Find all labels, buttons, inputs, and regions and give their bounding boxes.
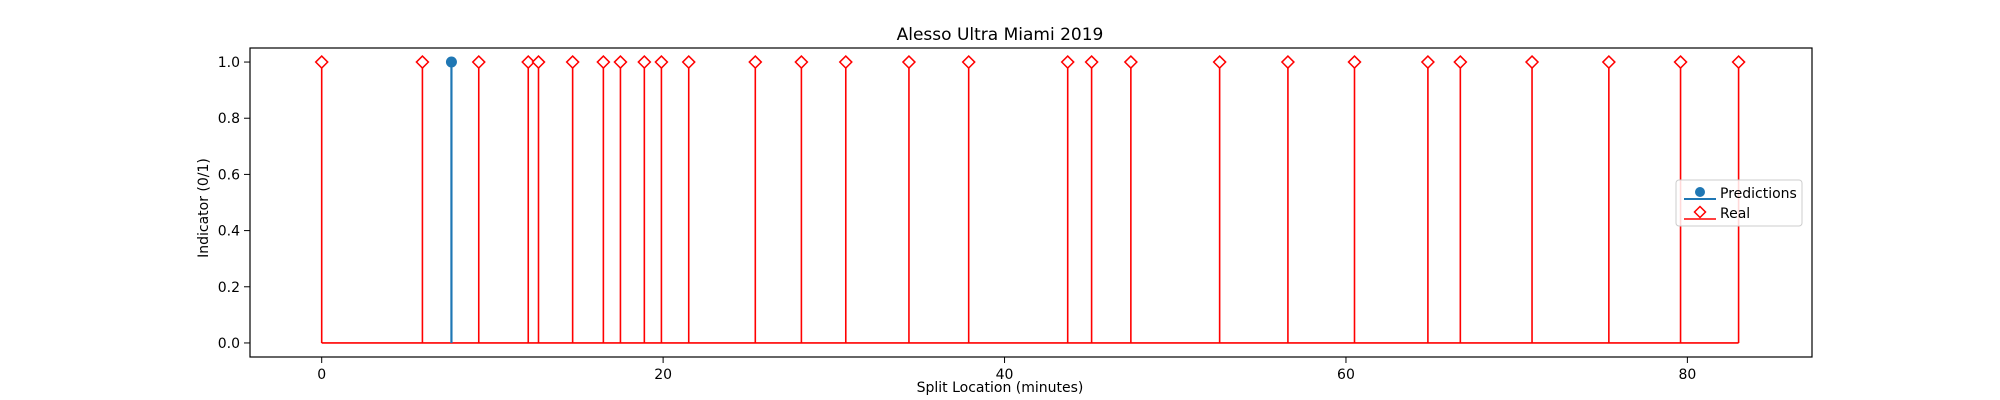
chart-title: Alesso Ultra Miami 2019: [897, 25, 1104, 45]
x-tick-label: 40: [996, 367, 1014, 383]
real-marker: [1524, 54, 1540, 70]
x-tick-label: 60: [1337, 367, 1355, 383]
real-marker: [1601, 54, 1616, 70]
real-marker: [471, 54, 486, 70]
real-marker: [596, 54, 611, 70]
real-marker: [415, 54, 430, 70]
y-tick-label: 1.0: [218, 55, 240, 71]
real-marker: [1060, 54, 1075, 70]
real-marker: [1420, 54, 1435, 70]
real-marker: [565, 54, 580, 70]
real-marker: [1084, 54, 1099, 70]
legend-predictions-marker: [1695, 187, 1705, 197]
legend-predictions-label: Predictions: [1720, 186, 1797, 202]
y-tick-label: 0.4: [218, 224, 240, 240]
real-marker: [531, 54, 546, 70]
real-marker: [961, 54, 976, 70]
real-marker: [1453, 54, 1468, 70]
real-marker: [314, 54, 329, 70]
y-tick-label: 0.6: [218, 167, 240, 183]
real-marker: [794, 54, 809, 70]
real-marker: [1212, 54, 1227, 70]
y-tick-label: 0.8: [218, 111, 240, 127]
real-marker: [637, 54, 652, 70]
y-tick-label: 0.2: [218, 280, 240, 296]
real-marker: [1280, 54, 1295, 70]
y-axis-label: Indicator (0/1): [196, 158, 212, 258]
x-tick-label: 20: [654, 367, 672, 383]
real-marker: [901, 54, 917, 70]
real-marker: [838, 54, 853, 70]
legend-real-marker: [1693, 205, 1707, 219]
real-marker: [613, 54, 628, 70]
prediction-marker: [445, 56, 457, 68]
real-marker: [1731, 54, 1746, 70]
plot-frame: [249, 47, 1813, 358]
real-marker: [1123, 54, 1138, 70]
x-tick-label: 0: [317, 367, 326, 383]
real-marker: [521, 54, 536, 70]
legend: Predictions Real: [1675, 179, 1803, 227]
x-tick-label: 80: [1678, 367, 1696, 383]
x-axis-label: Split Location (minutes): [917, 380, 1084, 396]
plot-area: 0 20 40 60 80 0.0 0.2 0.4 0.6 0.8 1.0: [218, 47, 1813, 383]
y-tick-label: 0.0: [218, 336, 240, 352]
real-marker: [1673, 54, 1688, 70]
legend-box: [1675, 179, 1803, 227]
real-marker: [654, 54, 669, 70]
real-marker: [748, 54, 763, 70]
legend-real-label: Real: [1720, 206, 1750, 222]
real-marker: [681, 54, 696, 70]
real-marker: [1347, 54, 1362, 70]
